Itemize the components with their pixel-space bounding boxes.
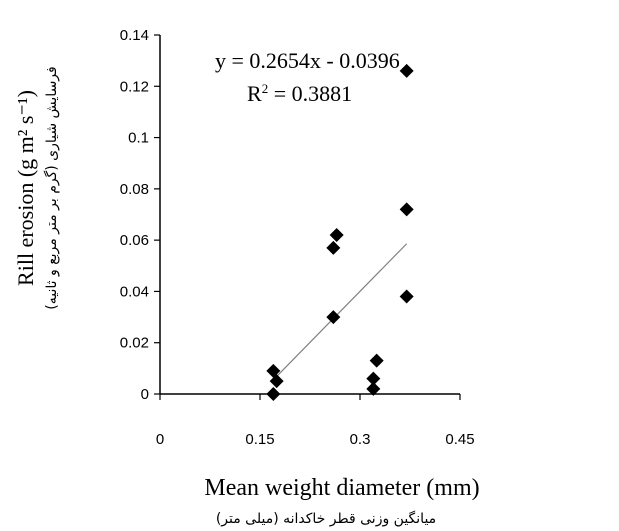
y-tick-label: 0.08 — [120, 181, 149, 198]
x-axis-ticks: 0 0.15 0.3 0.45 — [156, 394, 475, 448]
r-squared-superscript: 2 — [262, 81, 269, 96]
data-point-diamond — [369, 353, 384, 368]
x-tick-label: 0.15 — [245, 431, 274, 448]
y-axis-title-persian: فرسایش شیاری (گرم بر متر مربع و ثانیه) — [43, 66, 60, 309]
data-point-diamond — [326, 240, 341, 255]
y-tick-label: 0.06 — [120, 232, 149, 249]
y-tick-label: 0 — [141, 386, 149, 403]
y-axis-title: Rill erosion (g m² s⁻¹) — [13, 90, 38, 286]
y-tick-label: 0.04 — [120, 283, 149, 300]
r-squared-value: = 0.3881 — [268, 81, 352, 106]
data-point-diamond — [366, 371, 381, 386]
data-point-diamond — [399, 63, 414, 78]
x-tick-label: 0.45 — [445, 431, 474, 448]
x-tick-label: 0 — [156, 431, 164, 448]
x-axis-title-persian: میانگین وزنی قطر خاکدانه (میلی متر) — [216, 510, 436, 527]
data-point-diamond — [269, 374, 284, 389]
y-tick-label: 0.12 — [120, 78, 149, 95]
x-axis-title: Mean weight diameter (mm) — [204, 475, 479, 501]
y-axis-ticks: 0 0.02 0.04 0.06 0.08 0.1 0.12 0.14 — [120, 27, 160, 403]
y-tick-label: 0.02 — [120, 335, 149, 352]
data-point-diamond — [399, 202, 414, 217]
plot-area — [160, 35, 460, 394]
r-squared-r: R — [247, 81, 262, 106]
data-point-diamond — [266, 387, 281, 401]
data-point-diamond — [329, 228, 344, 243]
regression-equation: y = 0.2654x - 0.0396 — [215, 48, 400, 73]
data-points — [266, 63, 414, 401]
r-squared-label: R2 = 0.3881 — [247, 81, 352, 106]
x-tick-label: 0.3 — [350, 431, 371, 448]
y-tick-label: 0.14 — [120, 27, 149, 44]
data-point-diamond — [399, 289, 414, 304]
trendline — [272, 243, 408, 381]
data-point-diamond — [366, 381, 381, 396]
data-point-diamond — [326, 310, 341, 325]
y-tick-label: 0.1 — [128, 130, 149, 147]
